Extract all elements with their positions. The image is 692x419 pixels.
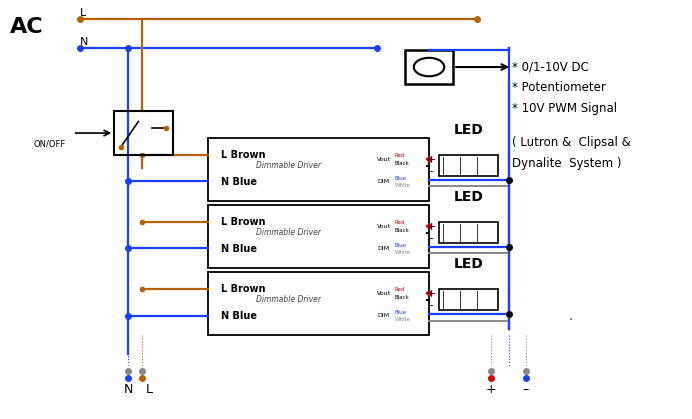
Text: Dynalite  System ): Dynalite System )	[512, 157, 621, 170]
Text: ( Lutron &  Clipsal &: ( Lutron & Clipsal &	[512, 136, 631, 149]
Text: –: –	[427, 300, 432, 310]
Bar	[114, 111, 173, 155]
Bar	[439, 222, 498, 243]
Text: Blue: Blue	[394, 176, 406, 181]
Text: Dimmable Driver: Dimmable Driver	[256, 161, 321, 170]
Text: N: N	[123, 383, 133, 396]
Text: N Blue: N Blue	[221, 244, 257, 254]
Text: White: White	[394, 317, 410, 322]
Bar	[208, 272, 429, 335]
Text: +: +	[427, 290, 437, 300]
Text: DIM: DIM	[377, 179, 390, 184]
Text: * Potentiometer: * Potentiometer	[512, 81, 606, 95]
Text: * 0/1-10V DC: * 0/1-10V DC	[512, 60, 589, 74]
Text: Black: Black	[394, 228, 409, 233]
Text: LED: LED	[454, 190, 484, 204]
Text: Dimmable Driver: Dimmable Driver	[256, 228, 321, 237]
Text: Red: Red	[394, 153, 405, 158]
Text: Dimmable Driver: Dimmable Driver	[256, 295, 321, 304]
Text: N Blue: N Blue	[221, 177, 257, 187]
Text: N: N	[80, 37, 88, 47]
Bar	[439, 155, 498, 176]
Text: Blue: Blue	[394, 310, 406, 315]
Bar	[439, 290, 498, 310]
Text: –: –	[522, 383, 529, 396]
Text: Black: Black	[394, 161, 409, 166]
Text: L: L	[145, 383, 152, 396]
Text: White: White	[394, 250, 410, 255]
Text: L Brown: L Brown	[221, 150, 266, 160]
Text: * 10V PWM Signal: * 10V PWM Signal	[512, 102, 617, 116]
Text: –: –	[427, 166, 432, 176]
Bar	[405, 50, 453, 84]
Text: .: .	[567, 305, 574, 324]
Text: Red: Red	[394, 220, 405, 225]
Text: L Brown: L Brown	[221, 284, 266, 294]
Text: +: +	[427, 155, 437, 166]
Text: L Brown: L Brown	[221, 217, 266, 227]
Bar	[208, 205, 429, 268]
Text: +: +	[427, 222, 437, 233]
Text: +: +	[486, 383, 497, 396]
Text: Vout: Vout	[377, 157, 391, 162]
Bar	[208, 138, 429, 201]
Text: Vout: Vout	[377, 291, 391, 296]
Text: Red: Red	[394, 287, 405, 292]
Text: ON/OFF: ON/OFF	[33, 139, 66, 148]
Text: DIM: DIM	[377, 246, 390, 251]
Text: White: White	[394, 183, 410, 188]
Text: L: L	[80, 8, 86, 18]
Text: N Blue: N Blue	[221, 311, 257, 321]
Text: DIM: DIM	[377, 313, 390, 318]
Text: AC: AC	[10, 17, 44, 37]
Text: Black: Black	[394, 295, 409, 300]
Text: LED: LED	[454, 257, 484, 271]
Text: Vout: Vout	[377, 224, 391, 229]
Text: –: –	[427, 233, 432, 243]
Text: Blue: Blue	[394, 243, 406, 248]
Text: LED: LED	[454, 123, 484, 137]
